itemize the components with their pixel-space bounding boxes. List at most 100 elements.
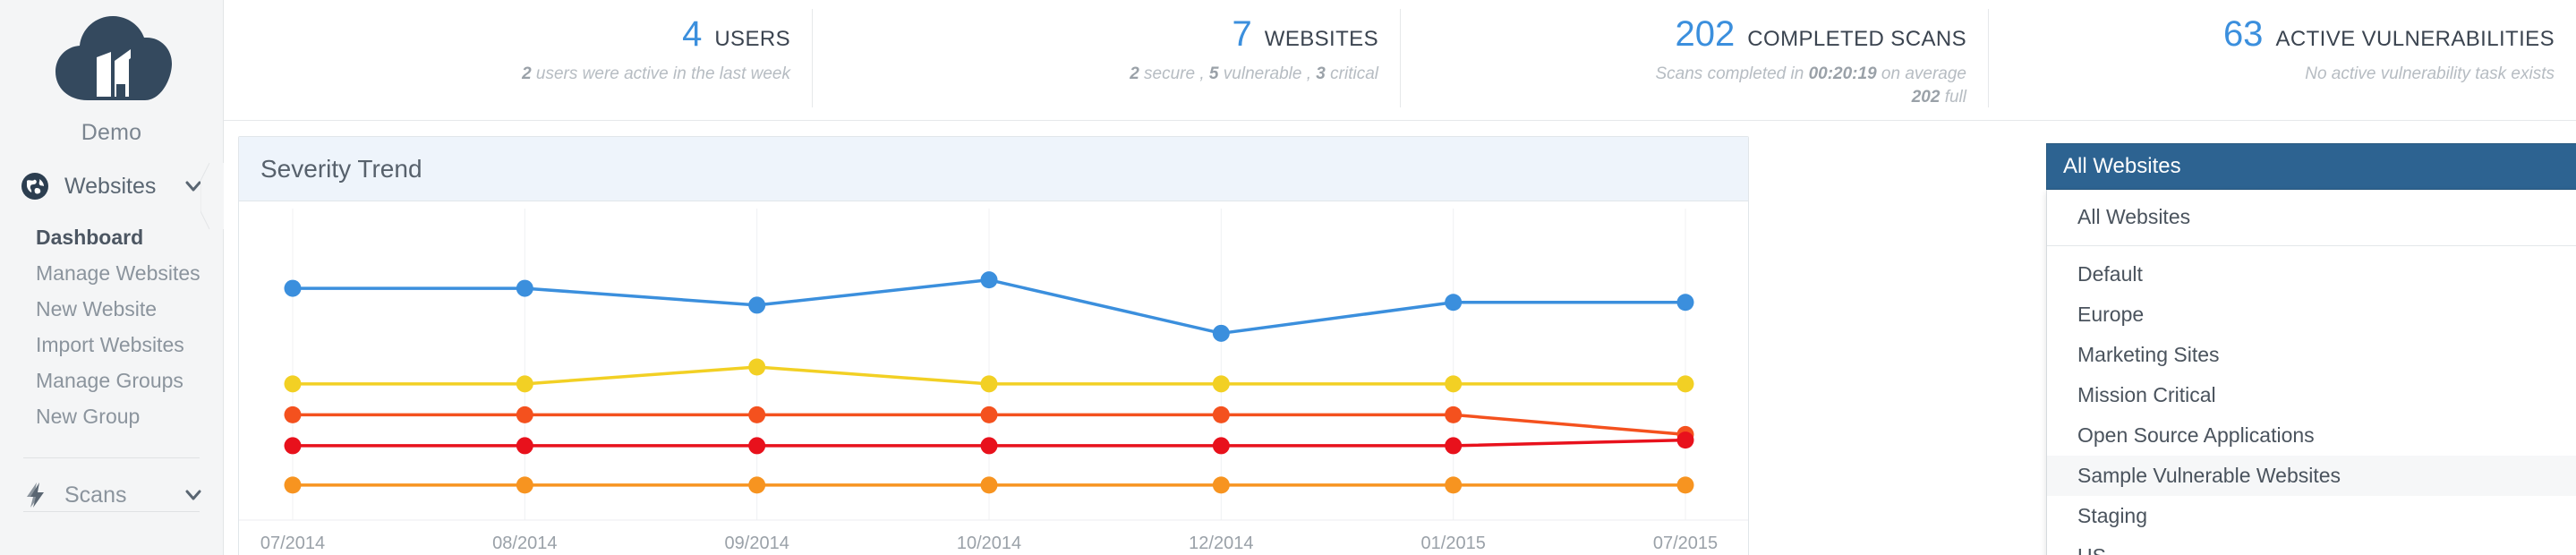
chart-x-tick-label: 07/2014 bbox=[260, 534, 325, 553]
sidebar-item-manage-groups[interactable]: Manage Groups bbox=[36, 369, 183, 392]
chart-data-point[interactable] bbox=[284, 279, 302, 297]
chart-data-point[interactable] bbox=[1445, 375, 1463, 393]
website-option[interactable]: Default bbox=[2077, 262, 2143, 286]
website-selector-trigger[interactable]: All Websites bbox=[2046, 143, 2576, 190]
stat-sub-websites: 2 secure , 5 vulnerable , 3 critical bbox=[833, 63, 1378, 86]
page-title: Severity Trend bbox=[260, 154, 422, 183]
chevron-down-icon[interactable] bbox=[183, 485, 203, 505]
chart-gridlines bbox=[239, 209, 1748, 521]
chart-data-point[interactable] bbox=[980, 476, 998, 494]
chart-x-tick-label: 08/2014 bbox=[492, 534, 557, 553]
chart-series bbox=[284, 271, 1694, 494]
stat-value-active-vulnerabilities: 63 bbox=[2222, 14, 2264, 54]
website-selector: All Websites All Websites Default Europe Ma… bbox=[2046, 143, 2576, 555]
severity-trend-chart[interactable]: 07/2014 08/2014 09/2014 10/2014 12/2014 01/20… bbox=[239, 201, 1748, 555]
chevron-down-icon[interactable] bbox=[183, 176, 203, 196]
stat-card-active-vulnerabilities: 63 ACTIVE VULNERABILITIES No active vuln… bbox=[1988, 0, 2576, 120]
website-option[interactable]: All Websites bbox=[2077, 205, 2191, 228]
chart-data-point[interactable] bbox=[980, 406, 998, 423]
sidebar-item-import-websites[interactable]: Import Websites bbox=[36, 333, 184, 356]
main-content: 4 USERS 2 users were active in the last … bbox=[224, 0, 2576, 555]
sidebar-bottom-divider bbox=[23, 511, 200, 512]
chart-data-point[interactable] bbox=[748, 476, 766, 494]
stat-sub-scans-avg: on average bbox=[1876, 64, 1966, 83]
sidebar-divider bbox=[23, 457, 200, 458]
sidebar-collapse-handle[interactable] bbox=[200, 163, 224, 229]
website-option[interactable]: Marketing Sites bbox=[2077, 343, 2220, 366]
stat-label-websites: WEBSITES bbox=[1264, 27, 1378, 51]
chart-data-point[interactable] bbox=[516, 375, 533, 393]
stat-sub-critical-text: critical bbox=[1325, 64, 1378, 83]
chart-data-point[interactable] bbox=[1212, 324, 1230, 342]
sidebar: Demo Websites Dashboard Manage Websites … bbox=[0, 0, 224, 555]
chart-data-point[interactable] bbox=[284, 437, 302, 455]
chart-x-axis-labels: 07/2014 08/2014 09/2014 10/2014 12/2014 01/20… bbox=[260, 534, 1718, 553]
chart-data-point[interactable] bbox=[1676, 375, 1694, 393]
chart-data-point[interactable] bbox=[516, 437, 533, 455]
stats-strip: 4 USERS 2 users were active in the last … bbox=[224, 0, 2576, 121]
website-selector-menu: All Websites Default Europe Marketing Sites… bbox=[2046, 190, 2576, 555]
stat-card-websites: 7 WEBSITES 2 secure , 5 vulnerable , 3 c… bbox=[812, 0, 1400, 120]
chart-data-point[interactable] bbox=[748, 437, 766, 455]
sidebar-item-new-group[interactable]: New Group bbox=[36, 405, 141, 428]
stat-sub-completed-scans: Scans completed in 00:20:19 on average bbox=[1421, 63, 1966, 86]
stat-card-completed-scans: 202 COMPLETED SCANS Scans completed in 0… bbox=[1400, 0, 1988, 120]
stat-label-completed-scans: COMPLETED SCANS bbox=[1747, 27, 1966, 51]
chart-data-point[interactable] bbox=[1212, 476, 1230, 494]
chart-x-tick-label: 09/2014 bbox=[725, 534, 789, 553]
chart-data-point[interactable] bbox=[1676, 476, 1694, 494]
cloud-factory-logo bbox=[55, 16, 172, 100]
chart-data-point[interactable] bbox=[516, 406, 533, 423]
chart-data-point[interactable] bbox=[1676, 431, 1694, 449]
chart-x-tick-label: 01/2015 bbox=[1421, 534, 1486, 553]
sidebar-item-dashboard[interactable]: Dashboard bbox=[36, 226, 144, 249]
chart-data-point[interactable] bbox=[1445, 294, 1463, 312]
chart-x-tick-label: 10/2014 bbox=[957, 534, 1021, 553]
severity-trend-header: Severity Trend bbox=[239, 137, 1748, 201]
website-option[interactable]: Europe bbox=[2077, 303, 2145, 326]
stat-sub-users-count: 2 bbox=[522, 64, 532, 83]
chart-data-point[interactable] bbox=[748, 296, 766, 314]
chart-data-point[interactable] bbox=[748, 406, 766, 423]
chart-data-point[interactable] bbox=[748, 358, 766, 376]
chart-data-point[interactable] bbox=[1212, 437, 1230, 455]
chart-data-point[interactable] bbox=[1212, 406, 1230, 423]
stat-sub2-count: 202 bbox=[1911, 87, 1941, 107]
sidebar-section-scans[interactable]: Scans bbox=[0, 467, 223, 523]
stat-sub2-completed-scans: 202 full bbox=[1421, 86, 1966, 109]
chart-data-point[interactable] bbox=[1445, 406, 1463, 423]
chart-data-point[interactable] bbox=[980, 437, 998, 455]
chart-data-point[interactable] bbox=[284, 375, 302, 393]
stat-label-users: USERS bbox=[714, 27, 790, 51]
chart-data-point[interactable] bbox=[516, 476, 533, 494]
chart-data-point[interactable] bbox=[1676, 294, 1694, 312]
sidebar-nav: Dashboard Manage Websites New Website Im… bbox=[0, 214, 223, 434]
chart-data-point[interactable] bbox=[1212, 375, 1230, 393]
stat-sub-scans-time: 00:20:19 bbox=[1808, 64, 1877, 83]
sidebar-item-new-website[interactable]: New Website bbox=[36, 297, 158, 320]
sidebar-section-websites[interactable]: Websites bbox=[0, 158, 223, 214]
chart-data-point[interactable] bbox=[284, 476, 302, 494]
website-option[interactable]: Sample Vulnerable Websites bbox=[2047, 456, 2576, 496]
chart-data-point[interactable] bbox=[980, 375, 998, 393]
chart-data-point[interactable] bbox=[284, 406, 302, 423]
logo-wrap bbox=[0, 0, 223, 115]
chart-data-point[interactable] bbox=[1445, 476, 1463, 494]
chart-x-tick-label: 12/2014 bbox=[1189, 534, 1253, 553]
website-option[interactable]: Mission Critical bbox=[2077, 383, 2216, 406]
stat-sub-users-text: users were active in the last week bbox=[531, 64, 790, 83]
stat-sub-active-vulnerabilities: No active vulnerability task exists bbox=[2305, 64, 2555, 83]
sidebar-item-manage-websites[interactable]: Manage Websites bbox=[36, 261, 200, 285]
website-option[interactable]: Open Source Applications bbox=[2077, 423, 2315, 447]
website-option[interactable]: Staging bbox=[2077, 504, 2148, 527]
stat-sub2-text: full bbox=[1940, 87, 1966, 107]
sidebar-section-scans-label: Scans bbox=[64, 482, 127, 508]
stat-sub-vulnerable-text: vulnerable , bbox=[1218, 64, 1317, 83]
chart-data-point[interactable] bbox=[980, 271, 998, 289]
stat-sub-secure-text: secure , bbox=[1139, 64, 1209, 83]
chart-data-point[interactable] bbox=[516, 279, 533, 297]
website-option[interactable]: US bbox=[2047, 536, 2576, 555]
chart-data-point[interactable] bbox=[1445, 437, 1463, 455]
brand-name: Demo bbox=[81, 120, 142, 145]
